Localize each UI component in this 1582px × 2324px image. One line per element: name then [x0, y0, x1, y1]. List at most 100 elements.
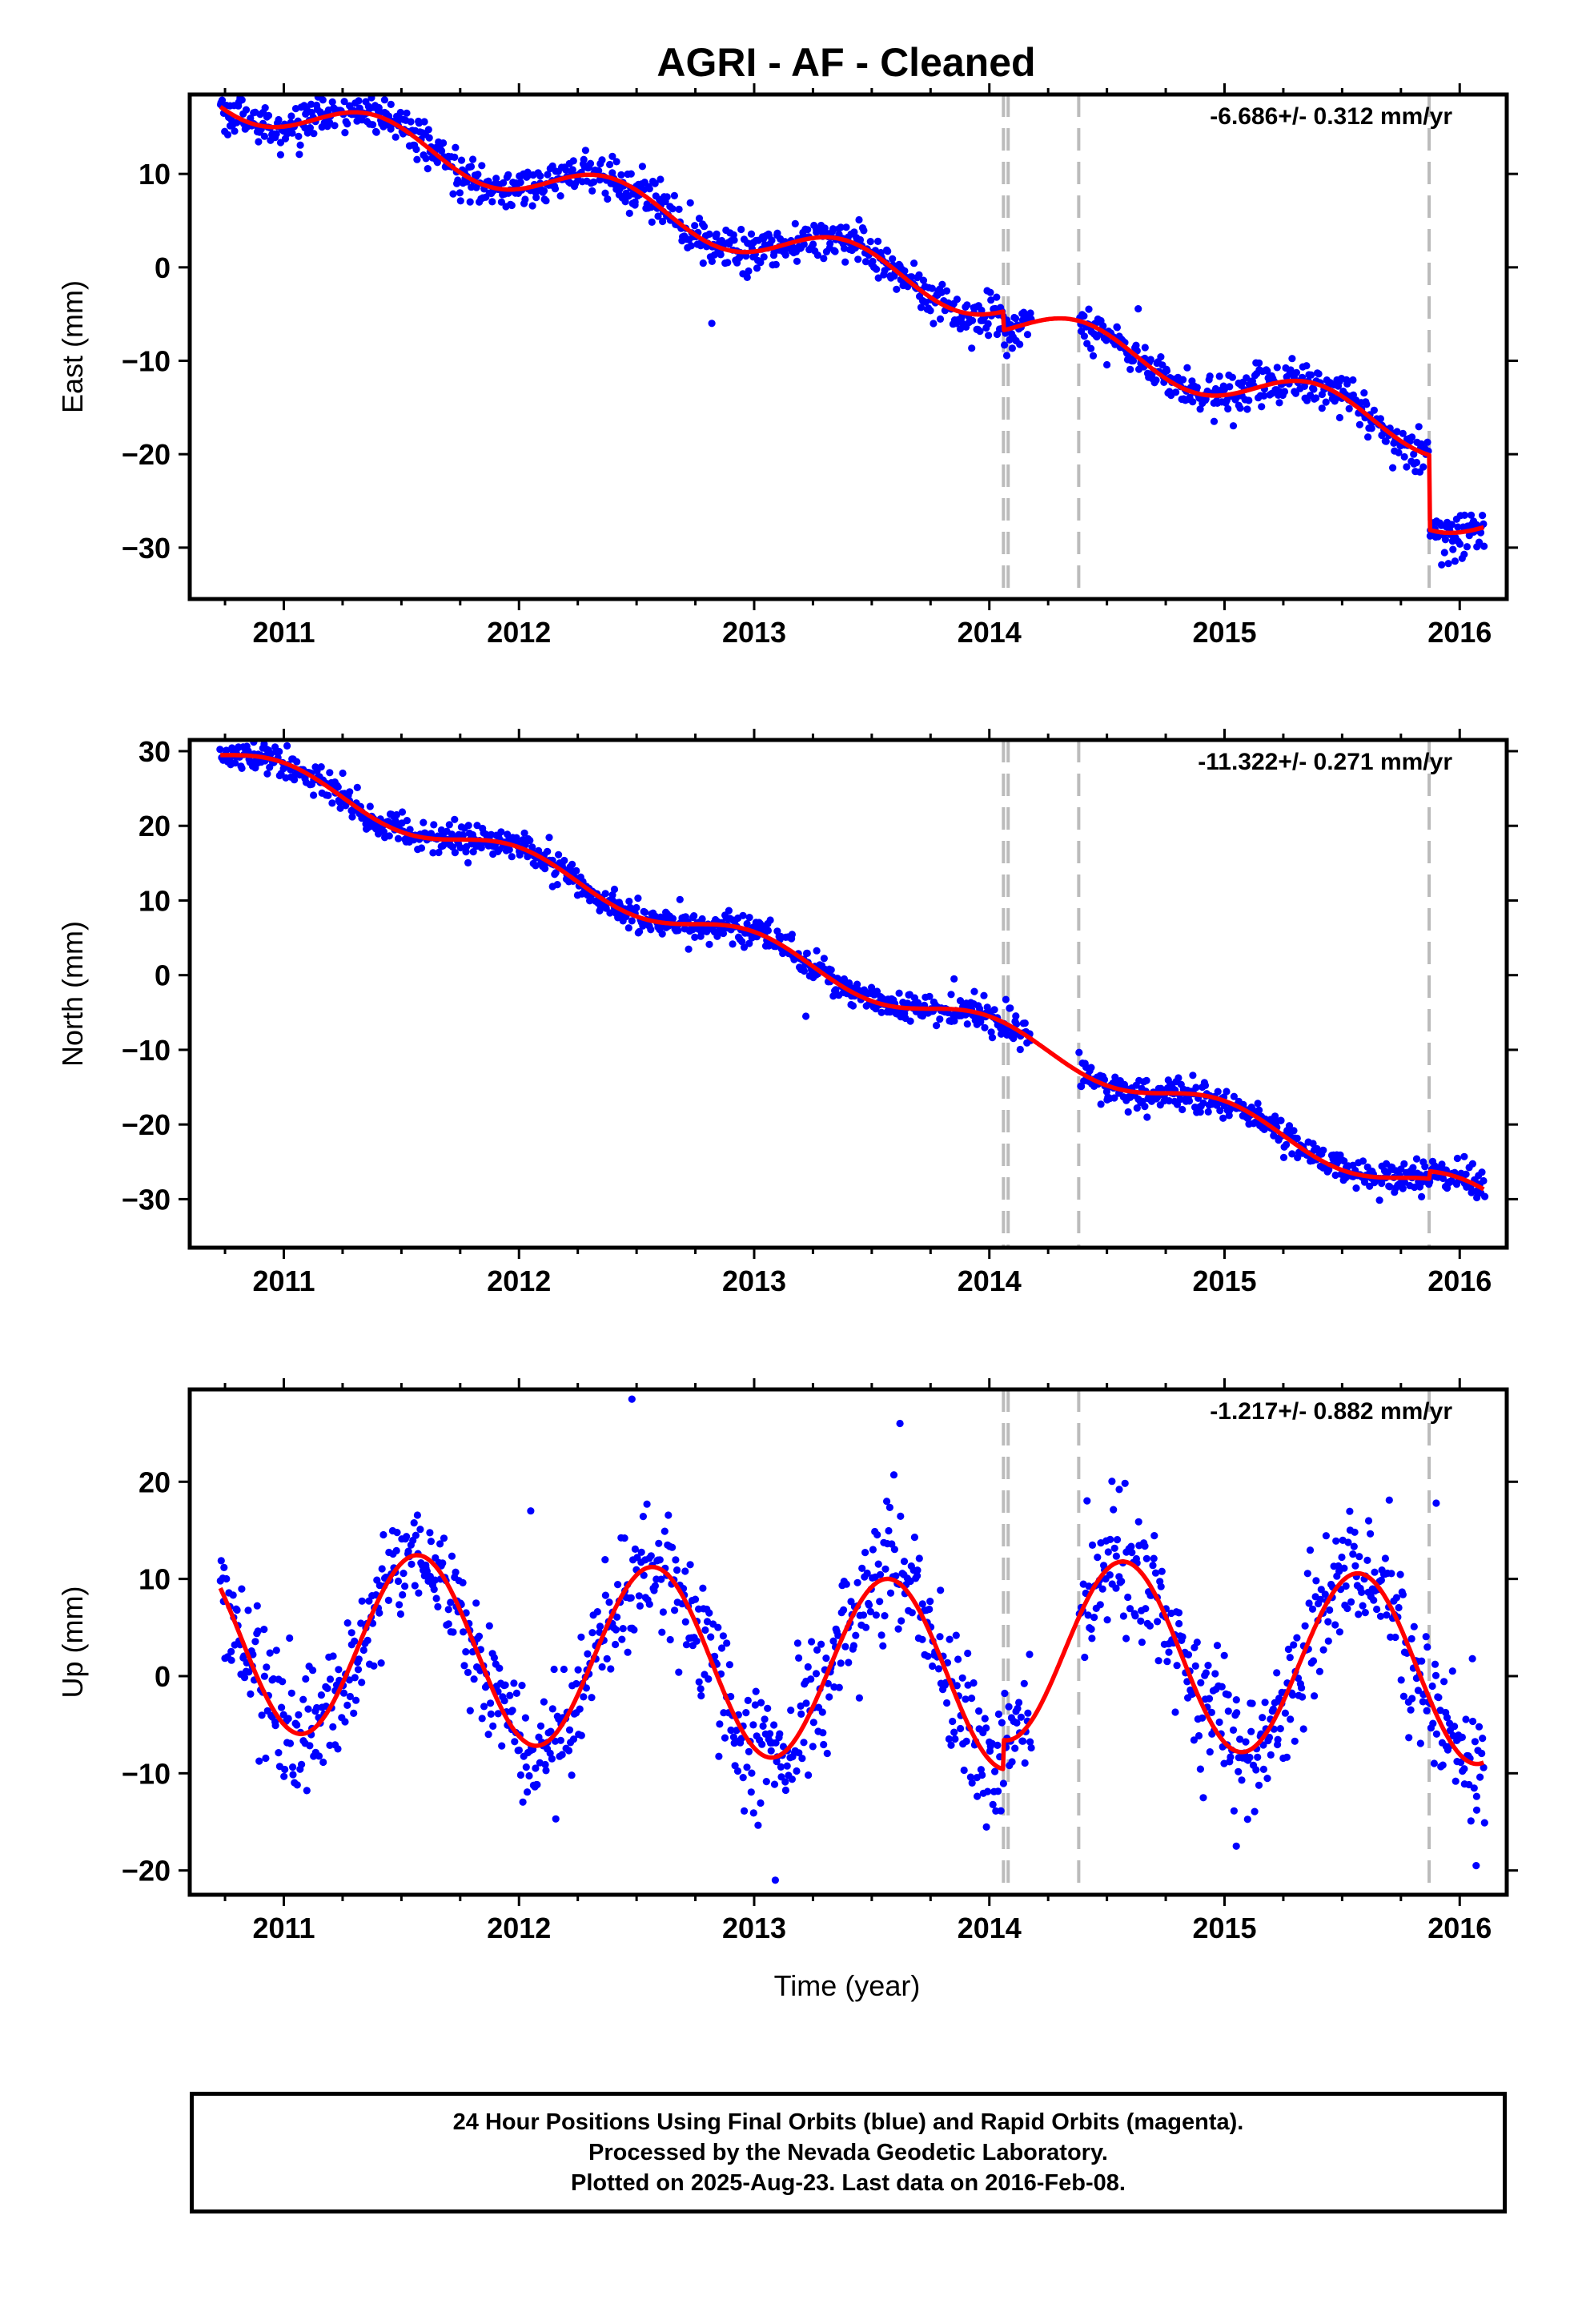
data-point — [1363, 400, 1371, 408]
data-point — [1454, 523, 1462, 531]
data-point — [1432, 1499, 1440, 1507]
data-point — [1343, 1604, 1351, 1613]
data-point — [560, 856, 568, 865]
panel-north: 2011 2012 2013 2014 2015 2016 −30 −20 −10 0 10 20 30… — [56, 729, 1518, 1297]
data-point — [966, 1773, 974, 1781]
data-point — [440, 1534, 448, 1542]
data-point — [813, 1646, 821, 1654]
data-point — [837, 1659, 845, 1667]
data-point — [1415, 423, 1423, 431]
data-point — [793, 1639, 802, 1647]
data-point — [293, 1781, 301, 1789]
data-point — [1238, 1776, 1246, 1784]
data-point — [1285, 1122, 1294, 1130]
data-point — [1279, 1153, 1288, 1161]
data-point — [595, 167, 603, 175]
data-point — [1165, 1648, 1173, 1656]
data-point — [1024, 1709, 1032, 1717]
data-point — [1481, 1192, 1489, 1200]
data-point — [1472, 1792, 1480, 1800]
data-point — [319, 96, 327, 104]
data-point — [910, 1534, 918, 1542]
data-point — [1129, 356, 1138, 365]
data-point — [748, 1769, 756, 1777]
data-point — [1315, 370, 1323, 378]
data-point — [532, 1764, 540, 1772]
data-point — [1150, 1554, 1158, 1562]
data-point — [484, 1731, 492, 1739]
data-point — [788, 931, 797, 939]
data-point — [697, 1691, 705, 1700]
data-point — [1349, 1550, 1357, 1558]
data-point — [1012, 1012, 1020, 1020]
data-point — [584, 1650, 592, 1658]
data-point — [1345, 404, 1353, 412]
data-point — [387, 100, 395, 108]
data-point — [698, 915, 706, 923]
data-point — [908, 1609, 916, 1617]
data-point — [1128, 1549, 1136, 1557]
data-point — [947, 991, 955, 999]
data-point — [1021, 1759, 1029, 1767]
data-point — [497, 198, 506, 206]
data-point — [1141, 1542, 1149, 1550]
data-point — [625, 897, 633, 906]
data-point — [422, 155, 430, 163]
data-point — [560, 1665, 568, 1674]
data-point — [1397, 1676, 1405, 1684]
data-point — [401, 1582, 409, 1590]
data-point — [826, 239, 834, 247]
data-point — [1013, 1020, 1021, 1028]
data-point — [1444, 560, 1452, 568]
data-point — [929, 1662, 937, 1671]
data-point — [889, 255, 897, 263]
data-point — [420, 118, 428, 126]
data-point — [981, 1715, 989, 1723]
x-tick-label: 2014 — [958, 1912, 1022, 1944]
footer-line-1: 24 Hour Positions Using Final Orbits (bl… — [452, 2109, 1244, 2135]
data-point — [1207, 1708, 1215, 1716]
data-point — [1017, 1713, 1025, 1721]
data-point — [658, 930, 666, 938]
data-point — [580, 1693, 588, 1701]
data-point — [962, 1695, 970, 1703]
data-point — [1143, 1113, 1151, 1121]
data-point — [813, 251, 821, 259]
data-point — [997, 1807, 1005, 1815]
data-point — [705, 940, 713, 948]
data-point — [1467, 511, 1476, 519]
data-point — [926, 1598, 934, 1606]
x-tick-label: 2014 — [958, 1265, 1022, 1297]
data-point — [1460, 1765, 1468, 1773]
data-point — [353, 783, 361, 792]
data-point — [533, 1780, 541, 1789]
data-point — [379, 1530, 387, 1539]
data-point — [1215, 1718, 1223, 1727]
data-point — [1358, 1588, 1366, 1596]
data-point — [620, 1534, 628, 1542]
data-point — [548, 1755, 556, 1763]
plot-frame — [187, 1387, 1509, 1897]
data-point — [406, 826, 414, 834]
data-point — [858, 1564, 866, 1572]
data-point — [411, 1582, 419, 1590]
data-point — [665, 1511, 673, 1519]
data-point — [841, 258, 849, 266]
data-point — [812, 1670, 821, 1678]
x-tick-label: 2014 — [958, 616, 1022, 649]
data-point — [757, 1699, 765, 1707]
data-point — [1026, 1738, 1034, 1746]
data-point — [1479, 512, 1487, 520]
data-point — [477, 844, 485, 852]
data-point — [841, 1642, 849, 1651]
data-point — [295, 1711, 303, 1719]
data-point — [1189, 398, 1197, 406]
data-point — [831, 247, 839, 255]
data-point — [315, 1752, 323, 1760]
data-point — [227, 1656, 235, 1664]
data-point — [1411, 1183, 1419, 1192]
data-point — [1216, 1107, 1224, 1115]
data-point — [635, 1592, 643, 1600]
data-point — [1087, 1063, 1095, 1072]
data-point — [1127, 1542, 1135, 1550]
